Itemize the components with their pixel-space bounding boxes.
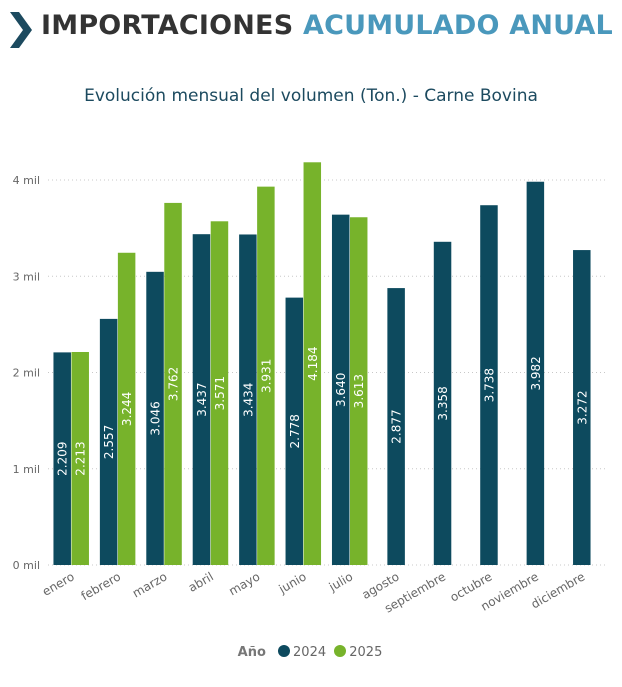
bar-2025-mayo [257,186,275,566]
bar-2024-febrero [99,318,118,565]
bar-2024-junio [285,297,304,565]
bar-2024-marzo [146,271,164,565]
x-tick-label: abril [186,569,216,594]
data-label: 3.437 [195,382,209,416]
bar-2025-junio [303,162,322,566]
bar-2025-julio [349,217,368,565]
bar-2024-julio [331,214,350,565]
y-tick-label: 3 mil [13,270,40,283]
bar-2024-abril [192,234,211,565]
x-tick-label: junio [276,569,309,596]
x-tick-label: febrero [79,569,123,603]
page-title-part-1: IMPORTACIONES [41,10,294,41]
legend-marker-2025 [334,645,347,657]
data-label: 3.738 [482,368,496,402]
page-title: IMPORTACIONES ACUMULADO ANUAL [41,10,613,41]
bar-2024-mayo [239,234,257,566]
data-label: 3.358 [436,386,450,420]
x-tick-label: julio [326,569,355,594]
bar-2024-noviembre [526,181,545,566]
data-label: 3.931 [259,359,273,393]
legend-label-2025: 2025 [349,645,383,660]
bar-2024-octubre [480,205,498,565]
legend-item-2024[interactable]: 2024 [278,645,326,660]
y-tick-label: 0 mil [13,559,40,572]
chevron-right-icon [10,12,32,48]
bar-2025-enero [71,351,89,565]
data-label: 2.213 [74,441,88,475]
legend-label-2024: 2024 [293,645,327,660]
data-label: 2.778 [288,414,302,448]
y-tick-label: 2 mil [13,367,40,380]
legend-marker-2024 [278,645,291,657]
data-label: 3.640 [334,373,348,407]
data-label: 3.244 [120,392,134,426]
bar-2025-marzo [164,202,182,565]
legend-title: Año [237,645,266,660]
y-tick-label: 4 mil [13,174,40,187]
data-label: 2.557 [102,425,116,459]
data-label: 3.762 [167,367,181,401]
data-label: 3.272 [575,390,589,424]
data-label: 3.571 [213,376,227,410]
legend: Año 2024 2025 [0,645,622,660]
x-tick-label: enero [40,569,77,598]
bar-2025-abril [210,221,229,565]
data-label: 3.613 [352,374,366,408]
data-label: 2.209 [56,442,70,476]
bar-2024-diciembre [573,250,591,565]
chart-title: Evolución mensual del volumen (Ton.) - C… [84,86,538,106]
legend-item-2025[interactable]: 2025 [334,645,382,660]
data-label: 3.046 [149,401,163,435]
bar-2024-enero [53,352,71,565]
bar-2024-agosto [387,288,405,565]
data-label: 2.877 [390,409,404,443]
bar-chart: 0 mil 1 mil 2 mil 3 mil 4 mil 2.209 2.213 enero… [13,162,605,616]
page-title-part-2: ACUMULADO ANUAL [302,10,613,41]
x-tick-label: marzo [130,569,170,600]
bar-2024-septiembre [433,241,452,566]
data-label: 3.434 [241,383,255,417]
data-label: 4.184 [306,346,320,380]
y-tick-label: 1 mil [13,463,40,476]
data-label: 3.982 [529,356,543,390]
x-tick-label: mayo [226,569,262,598]
header: IMPORTACIONES ACUMULADO ANUAL [0,0,622,66]
bar-2025-febrero [117,252,136,565]
